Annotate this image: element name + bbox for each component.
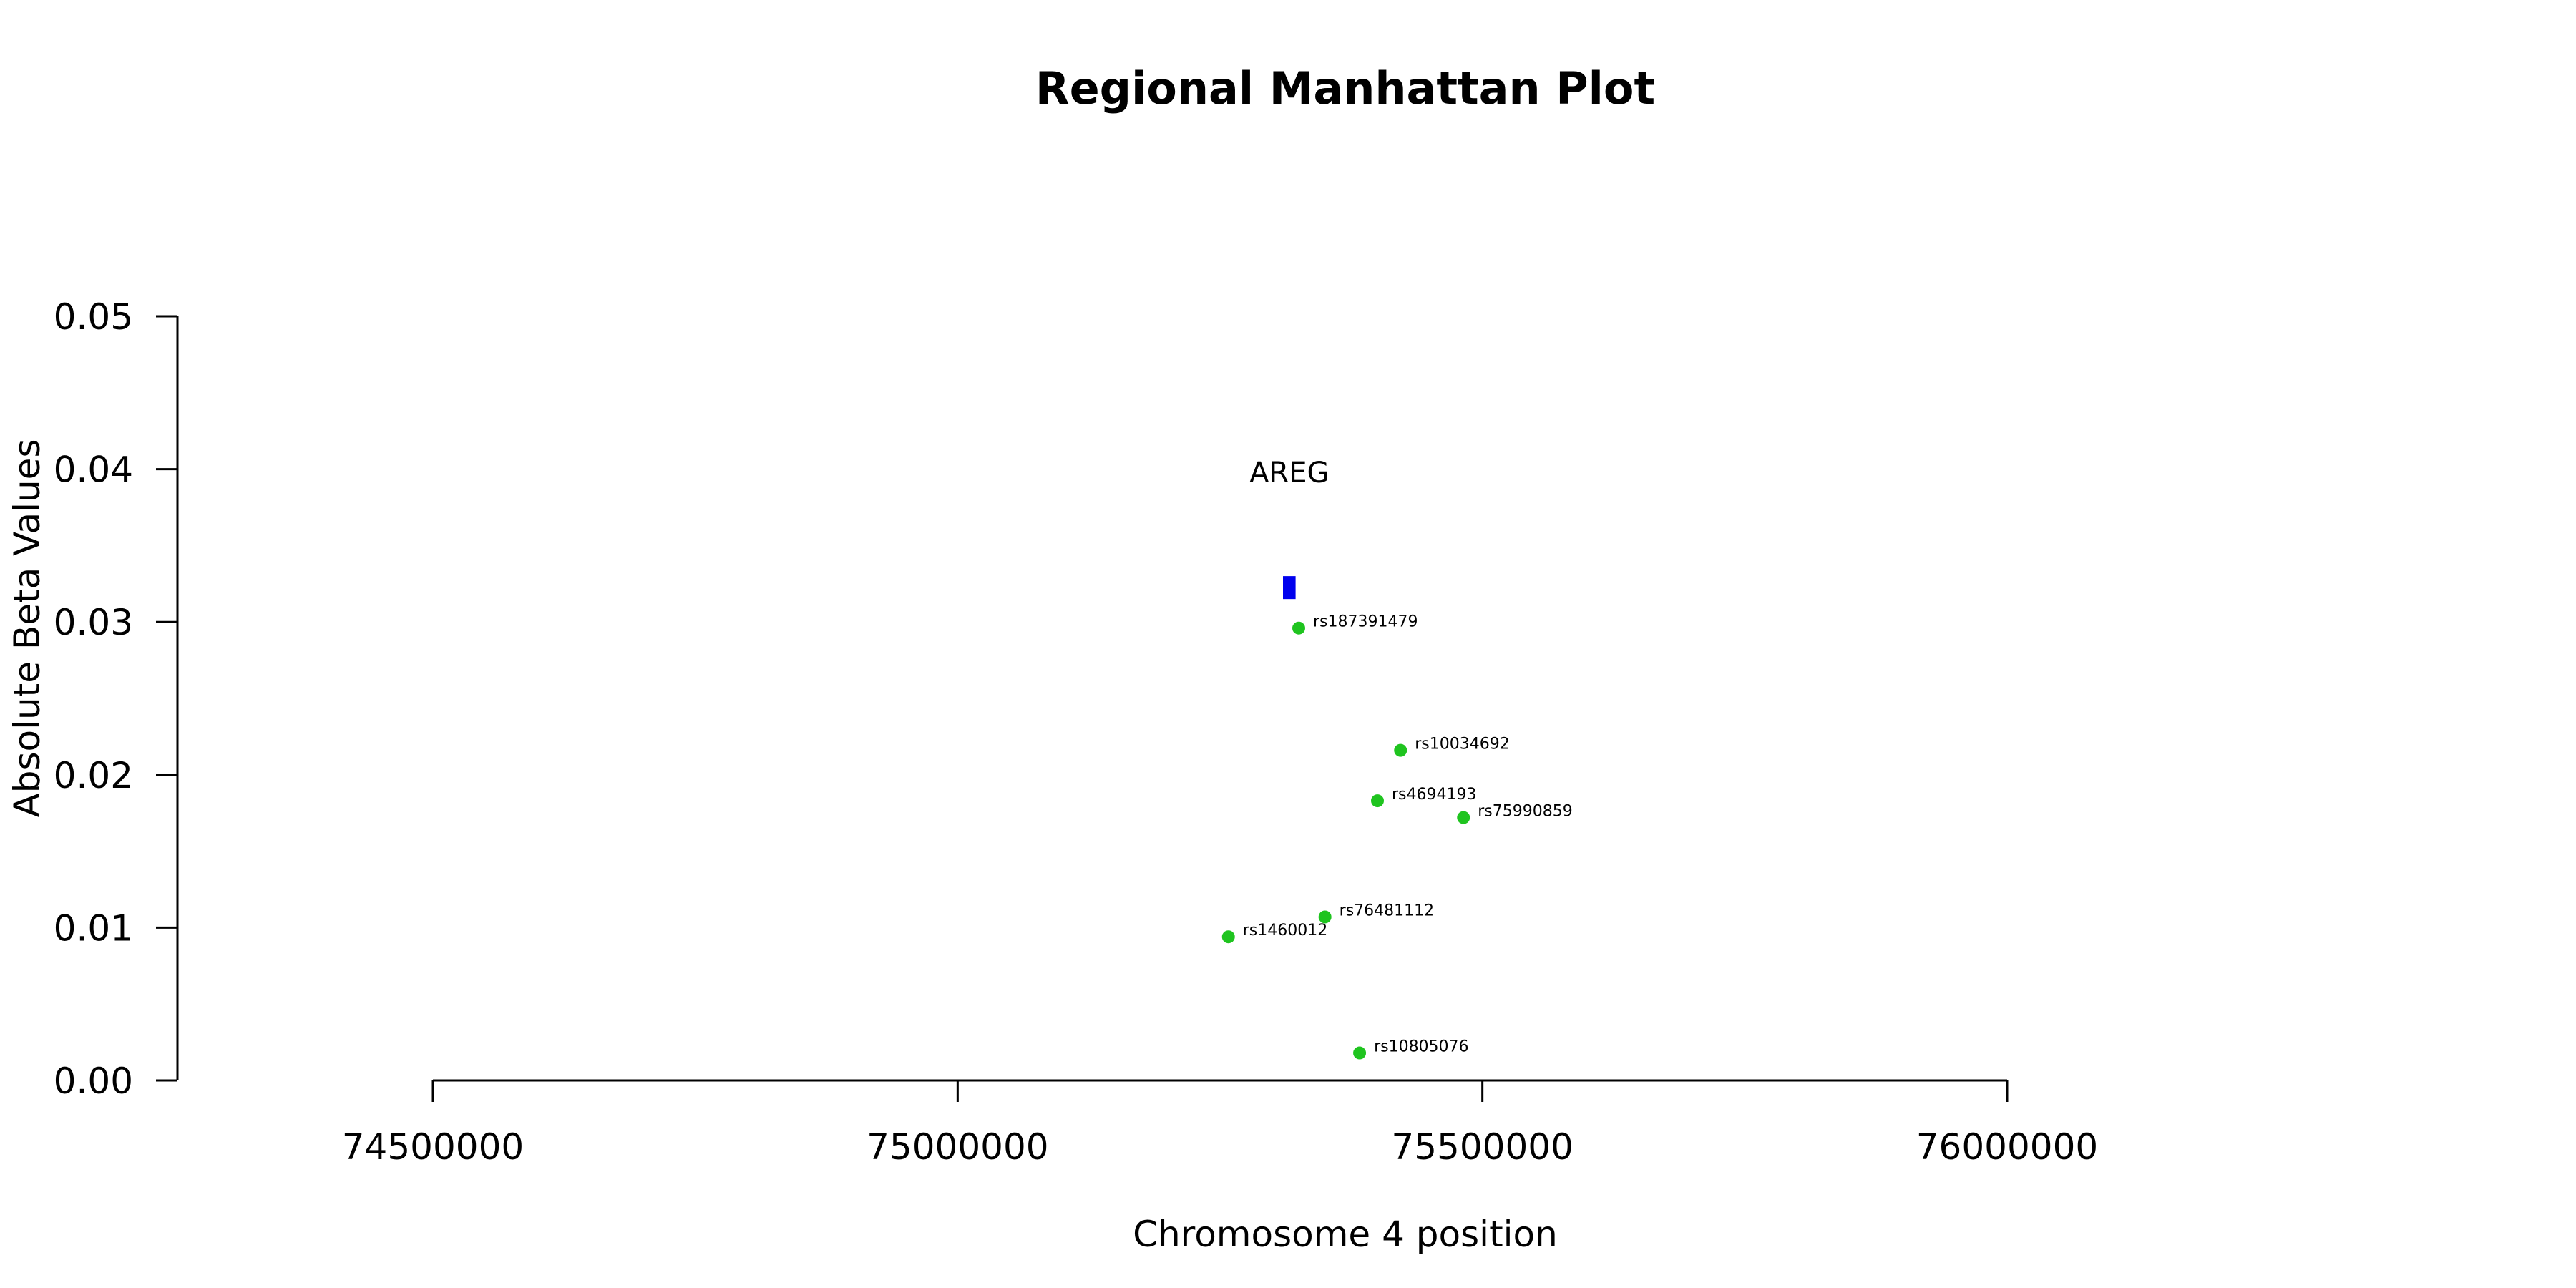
x-tick-label: 75500000 <box>1391 1126 1574 1168</box>
snp-point <box>1318 910 1332 924</box>
y-tick-label: 0.01 <box>54 907 133 949</box>
snp-label: rs1460012 <box>1243 922 1328 940</box>
chart-title: Regional Manhattan Plot <box>1035 62 1655 114</box>
y-tick-label: 0.05 <box>54 296 133 338</box>
snp-label: rs76481112 <box>1340 902 1434 919</box>
y-axis-label: Absolute Beta Values <box>6 439 48 818</box>
snp-label: rs75990859 <box>1478 803 1572 821</box>
x-tick-label: 75000000 <box>867 1126 1049 1168</box>
snp-label: rs10034692 <box>1415 736 1509 753</box>
snp-point <box>1221 930 1235 944</box>
snp-point <box>1353 1046 1367 1060</box>
y-axis: 0.00 0.01 0.02 0.03 0.04 0.05 <box>54 296 179 1102</box>
gene-label: AREG <box>1249 457 1329 489</box>
snp-point <box>1394 743 1407 757</box>
snp-label: rs4694193 <box>1392 786 1477 804</box>
snp-point <box>1371 794 1384 808</box>
y-tick-label: 0.03 <box>54 602 133 643</box>
snp-label: rs10805076 <box>1374 1038 1468 1056</box>
y-tick-label: 0.00 <box>54 1060 133 1102</box>
y-tick-label: 0.04 <box>54 449 133 491</box>
gene-track: AREG <box>1249 457 1330 600</box>
snp-label: rs187391479 <box>1313 613 1418 631</box>
x-axis-label: Chromosome 4 position <box>1133 1214 1558 1255</box>
snp-points: rs187391479 rs10034692 rs4694193rs75990859… <box>1221 613 1573 1060</box>
snp-point <box>1292 621 1305 635</box>
y-tick-label: 0.02 <box>54 755 133 796</box>
x-axis: 74500000 75000000 75500000 76000000 <box>342 1079 2099 1168</box>
x-tick-label: 76000000 <box>1916 1126 2099 1168</box>
x-tick-label: 74500000 <box>342 1126 525 1168</box>
snp-point <box>1457 811 1470 824</box>
gene-bar <box>1283 576 1296 600</box>
